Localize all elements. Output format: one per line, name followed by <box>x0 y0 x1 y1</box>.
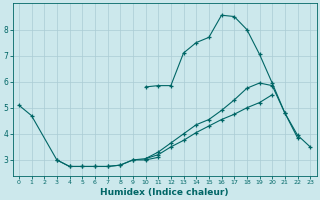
X-axis label: Humidex (Indice chaleur): Humidex (Indice chaleur) <box>100 188 229 197</box>
